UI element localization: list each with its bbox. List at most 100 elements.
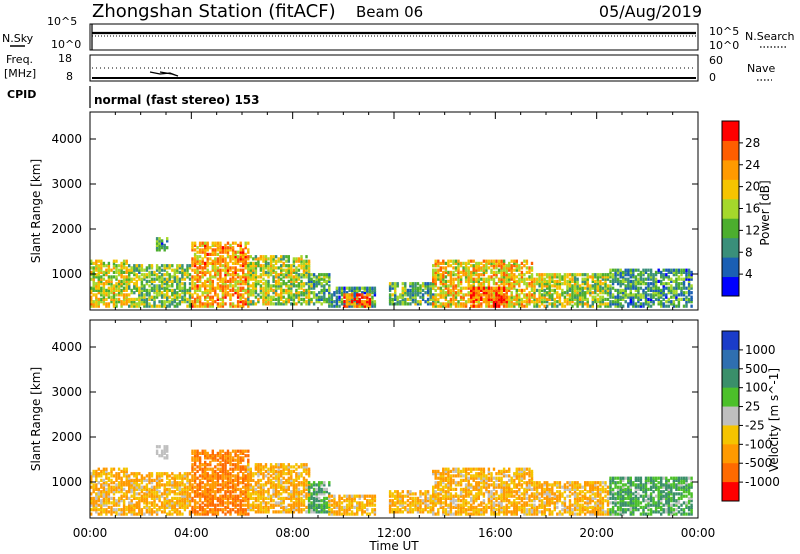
velocity-echo-cell xyxy=(272,483,275,487)
power-echo-cell xyxy=(122,295,126,299)
power-echo-cell xyxy=(444,286,448,290)
velocity-echo-cell xyxy=(176,501,179,505)
power-echo-cell xyxy=(95,304,98,308)
velocity-echo-cell xyxy=(171,503,174,507)
power-echo-cell xyxy=(328,300,331,304)
power-echo-cell xyxy=(414,302,417,306)
velocity-echo-cell xyxy=(130,478,133,482)
velocity-echo-cell xyxy=(198,512,202,516)
power-echo-cell xyxy=(112,304,116,308)
velocity-echo-cell xyxy=(100,474,103,478)
power-echo-cell xyxy=(204,264,207,268)
power-colorbar-cell xyxy=(722,237,739,258)
power-echo-cell xyxy=(677,268,681,272)
velocity-echo-cell xyxy=(155,508,159,512)
power-echo-cell xyxy=(444,261,448,265)
power-echo-cell xyxy=(525,261,529,265)
velocity-echo-cell xyxy=(198,496,202,500)
velocity-echo-cell xyxy=(130,512,133,516)
velocity-echo-cell xyxy=(153,496,156,500)
velocity-echo-cell xyxy=(155,485,159,489)
velocity-echo-cell xyxy=(325,503,328,507)
power-echo-cell xyxy=(100,266,103,270)
velocity-echo-cell xyxy=(312,487,316,491)
power-echo-cell xyxy=(292,302,296,306)
power-echo-cell xyxy=(150,277,154,281)
power-echo-cell xyxy=(171,264,174,268)
velocity-echo-cell xyxy=(242,449,245,453)
power-echo-cell xyxy=(442,279,445,283)
power-echo-cell xyxy=(518,304,521,308)
velocity-echo-cell xyxy=(297,465,301,469)
power-echo-cell xyxy=(533,277,536,281)
power-echo-cell xyxy=(231,257,235,261)
power-echo-cell xyxy=(302,259,306,263)
power-echo-cell xyxy=(581,273,584,277)
velocity-echo-cell xyxy=(312,483,316,487)
power-echo-cell xyxy=(682,270,686,274)
power-echo-cell xyxy=(95,282,98,286)
velocity-echo-cell xyxy=(302,508,306,512)
power-echo-cell xyxy=(125,300,128,304)
velocity-echo-cell xyxy=(272,476,275,480)
power-echo-cell xyxy=(480,297,483,301)
power-echo-cell xyxy=(543,277,546,281)
velocity-echo-cell xyxy=(168,481,171,485)
power-echo-cell xyxy=(540,295,544,299)
power-echo-cell xyxy=(128,297,131,301)
power-echo-cell xyxy=(229,277,232,281)
power-echo-cell xyxy=(675,288,678,292)
power-echo-cell xyxy=(649,293,653,297)
power-echo-cell xyxy=(421,297,425,301)
velocity-echo-cell xyxy=(173,503,176,507)
power-echo-cell xyxy=(110,275,113,279)
freq-tick-top: 18 xyxy=(58,52,72,65)
power-echo-cell xyxy=(125,266,128,270)
power-echo-cell xyxy=(330,295,334,299)
velocity-echo-cell xyxy=(242,465,245,469)
velocity-echo-cell xyxy=(201,474,204,478)
power-echo-cell xyxy=(287,255,290,259)
power-echo-cell xyxy=(224,295,227,299)
power-echo-cell xyxy=(571,284,574,288)
power-echo-cell xyxy=(419,288,422,292)
power-echo-cell xyxy=(581,288,584,292)
power-echo-cell xyxy=(649,288,653,292)
power-echo-cell xyxy=(254,288,258,292)
power-echo-cell xyxy=(652,295,655,299)
power-echo-cell xyxy=(528,302,531,306)
velocity-echo-cell xyxy=(120,483,123,487)
velocity-echo-cell xyxy=(135,505,138,509)
velocity-echo-cell xyxy=(318,499,321,503)
power-echo-cell xyxy=(307,270,311,274)
power-echo-cell xyxy=(480,286,483,290)
power-echo-cell xyxy=(424,282,427,286)
power-echo-cell xyxy=(244,291,247,295)
power-echo-cell xyxy=(599,288,602,292)
power-echo-cell xyxy=(540,288,544,292)
power-echo-cell xyxy=(186,273,189,277)
power-echo-cell xyxy=(685,297,688,301)
power-echo-cell xyxy=(548,273,551,277)
velocity-echo-cell xyxy=(249,478,252,482)
velocity-echoes xyxy=(90,445,693,516)
power-echo-cell xyxy=(269,255,273,259)
power-echo-cell xyxy=(239,246,242,250)
velocity-echo-cell xyxy=(145,499,149,503)
power-echo-cell xyxy=(269,300,273,304)
power-echo-cell xyxy=(366,293,369,297)
velocity-echo-cell xyxy=(191,469,194,473)
power-echo-cell xyxy=(591,297,594,301)
velocity-echo-cell xyxy=(130,490,133,494)
power-echo-cell xyxy=(546,279,549,283)
power-echo-cell xyxy=(452,297,455,301)
velocity-echo-cell xyxy=(158,494,161,498)
velocity-echo-cell xyxy=(285,510,288,514)
power-echo-cell xyxy=(315,295,318,299)
velocity-echo-cell xyxy=(143,478,146,482)
velocity-echo-cell xyxy=(229,492,232,496)
power-echo-cell xyxy=(508,273,511,277)
velocity-echo-cell xyxy=(287,467,290,471)
velocity-echo-cell xyxy=(257,490,260,494)
power-echo-cell xyxy=(236,302,240,306)
